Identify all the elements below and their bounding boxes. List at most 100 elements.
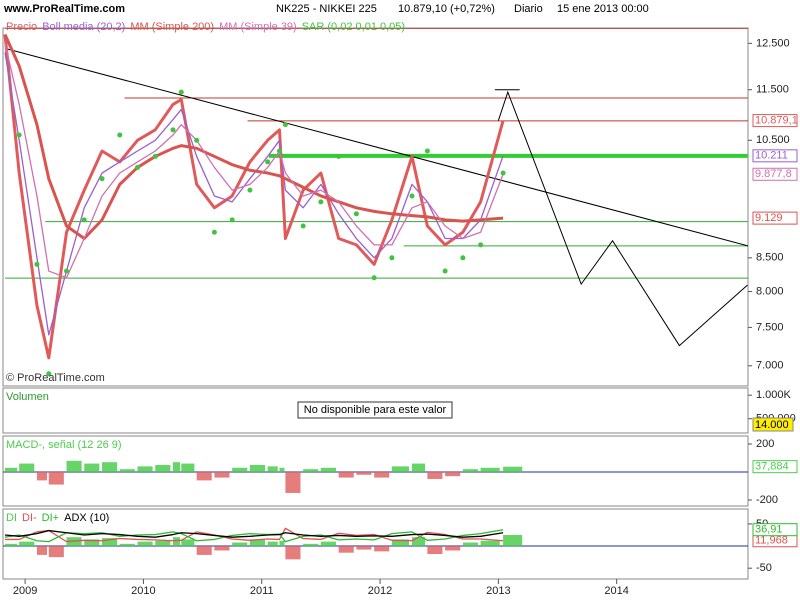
sar-dot (353, 211, 359, 217)
series-line (4, 529, 504, 543)
series-line (4, 529, 504, 538)
legend-entry: DI+ (42, 512, 59, 524)
last-label: 14.000 (755, 419, 789, 431)
bar (267, 466, 278, 472)
bar (462, 542, 478, 547)
bar (102, 462, 118, 472)
legend-entry: SAR (0,02 0,01 0,05) (302, 21, 405, 33)
x-tick-label: 2009 (13, 585, 37, 597)
sar-dot (247, 187, 253, 193)
bar (181, 539, 195, 547)
y-tick-label: 11.500 (756, 84, 789, 96)
panel-title: Volumen (6, 391, 49, 403)
sar-dot (211, 229, 217, 235)
bar (102, 538, 118, 547)
plot-area (3, 28, 748, 377)
sar-dot (194, 137, 200, 143)
sar-dot (46, 371, 52, 377)
sar-dot (81, 217, 87, 223)
sar-dot (282, 122, 288, 128)
series-line (4, 43, 504, 279)
bar (374, 471, 390, 478)
sar-dot (318, 199, 324, 205)
bar (279, 467, 285, 472)
bar (196, 546, 212, 555)
bar (19, 541, 35, 547)
x-tick-label: 2012 (368, 585, 392, 597)
value-label: 9.877,8 (755, 168, 792, 180)
bar (374, 546, 390, 552)
y-tick-label: 7.500 (756, 321, 784, 333)
sar-dot (265, 159, 271, 165)
bar (427, 471, 443, 479)
bar (119, 469, 135, 472)
sar-dot (276, 148, 282, 154)
y-tick-label: 12.500 (756, 37, 790, 49)
y-tick-label: 7.000 (756, 360, 784, 372)
sar-dot (178, 89, 184, 95)
watermark: © ProRealTime.com (6, 372, 105, 384)
y-tick-label: 200 (756, 438, 774, 450)
bar (155, 464, 171, 472)
sar-dot (16, 132, 22, 138)
source: www.ProRealTime.com (3, 3, 125, 15)
bar (303, 543, 319, 547)
bar (5, 543, 18, 547)
legend-entry: MM (Simple 39) (219, 21, 297, 33)
bar (411, 463, 426, 472)
bar (356, 471, 372, 475)
sar-dot (99, 176, 105, 182)
value-label-box (752, 167, 798, 181)
value-label: 9.129 (755, 212, 783, 224)
bar (320, 541, 336, 547)
bar (36, 471, 48, 481)
last-price: 10.879,10 (+0,72%) (398, 3, 495, 15)
sar-dot (389, 255, 395, 261)
bar (285, 546, 301, 560)
bar (445, 546, 461, 551)
bar (427, 546, 443, 555)
bar (5, 467, 18, 472)
x-tick-label: 2010 (131, 585, 155, 597)
legend-entry: DI- (22, 512, 37, 524)
legend-entry: MM (Simple 200) (130, 21, 214, 33)
sar-dot (371, 275, 377, 281)
value-label-box (752, 460, 798, 474)
symbol: NK225 - NIKKEI 225 (276, 3, 377, 15)
bar (155, 540, 171, 547)
bar (84, 539, 100, 547)
bar (391, 539, 409, 547)
bar (214, 546, 230, 551)
bar (249, 464, 265, 472)
y-tick-label: 10.500 (756, 134, 790, 146)
bar (338, 546, 354, 553)
bar (119, 543, 135, 547)
bar (411, 537, 426, 547)
bar (66, 460, 82, 472)
bar (137, 541, 153, 547)
bar (445, 471, 461, 477)
legend-entry: DI (6, 512, 17, 524)
value-label-box (752, 114, 798, 128)
bar (391, 466, 409, 472)
bar (338, 471, 354, 478)
bar (462, 469, 478, 472)
bar (181, 463, 195, 472)
y-tick-label: 1.000K (756, 389, 792, 401)
bar (267, 541, 278, 547)
legend-entry: ADX (10) (64, 512, 109, 524)
sar-dot (64, 268, 70, 274)
bar (214, 471, 230, 478)
trend-line (4, 47, 748, 247)
y-tick-label: -50 (756, 562, 772, 574)
plot-area (3, 460, 748, 493)
x-tick-label: 2013 (486, 585, 510, 597)
x-tick-label: 2011 (250, 585, 274, 597)
bar (480, 467, 500, 472)
series-line (4, 52, 504, 336)
sar-dot (170, 127, 176, 133)
sar-dot (34, 261, 40, 267)
trend-line (497, 90, 748, 347)
bar (285, 471, 301, 493)
